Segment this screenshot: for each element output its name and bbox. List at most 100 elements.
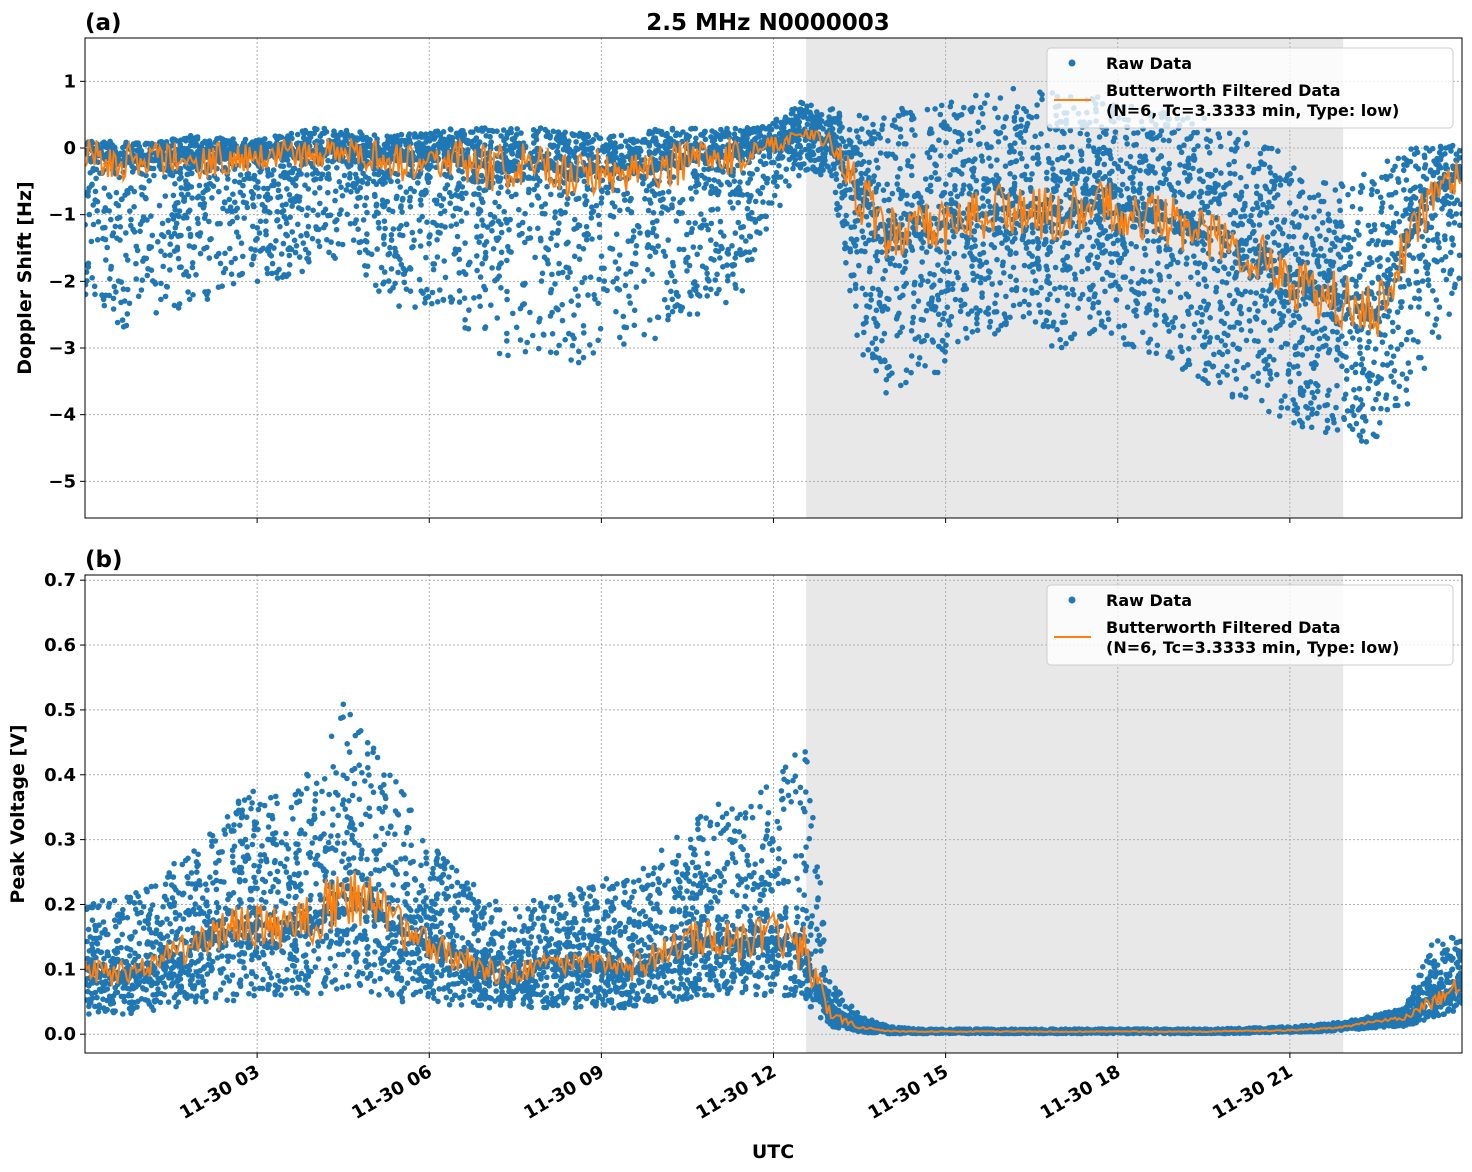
- raw-data-point: [623, 324, 630, 331]
- raw-data-point: [704, 293, 710, 299]
- raw-data-point: [754, 229, 760, 235]
- raw-data-point: [1122, 341, 1128, 348]
- raw-data-point: [178, 185, 184, 191]
- raw-data-point: [477, 303, 484, 310]
- raw-data-point: [1443, 276, 1450, 283]
- raw-data-point: [1356, 251, 1362, 257]
- raw-data-point: [971, 228, 977, 235]
- raw-data-point: [412, 304, 418, 310]
- raw-data-point: [303, 212, 310, 219]
- raw-data-point: [1023, 245, 1030, 251]
- raw-data-point: [1271, 229, 1277, 235]
- raw-data-point: [394, 178, 401, 185]
- raw-data-point: [623, 271, 629, 277]
- raw-data-point: [1336, 266, 1343, 273]
- raw-data-point: [1278, 344, 1285, 351]
- raw-data-point: [118, 196, 125, 203]
- raw-data-point: [576, 243, 582, 250]
- raw-data-point: [228, 271, 235, 278]
- raw-data-point: [1427, 168, 1434, 175]
- raw-data-point: [895, 141, 902, 147]
- raw-data-point: [979, 290, 985, 296]
- raw-data-point: [1118, 192, 1124, 199]
- raw-data-point: [582, 193, 588, 199]
- raw-data-point: [835, 212, 842, 218]
- raw-data-point: [1430, 288, 1436, 294]
- raw-data-point: [332, 188, 339, 194]
- raw-data-point: [589, 236, 595, 242]
- raw-data-point: [328, 239, 334, 245]
- raw-data-point: [886, 196, 892, 203]
- raw-data-point: [1231, 367, 1238, 374]
- raw-data-point: [617, 207, 623, 214]
- raw-data-point: [665, 316, 671, 323]
- raw-data-point: [843, 212, 849, 219]
- raw-data-point: [1252, 237, 1259, 244]
- raw-data-point: [1341, 264, 1347, 271]
- raw-data-point: [1010, 264, 1017, 271]
- raw-data-point: [186, 243, 193, 249]
- raw-data-point: [1206, 339, 1213, 345]
- raw-data-point: [206, 218, 212, 225]
- raw-data-point: [976, 258, 983, 264]
- raw-data-point: [617, 334, 623, 341]
- raw-data-point: [1228, 146, 1235, 153]
- raw-data-point: [1421, 152, 1428, 159]
- raw-data-point: [1215, 372, 1222, 379]
- raw-data-point: [708, 190, 714, 197]
- raw-data-point: [1343, 340, 1349, 347]
- raw-data-point: [336, 179, 343, 185]
- raw-data-point: [1110, 240, 1117, 247]
- raw-data-point: [117, 224, 124, 230]
- raw-data-point: [935, 262, 941, 268]
- raw-data-point: [1416, 287, 1422, 294]
- raw-data-point: [839, 195, 845, 201]
- raw-data-point: [1227, 211, 1233, 218]
- raw-data-point: [857, 139, 863, 145]
- raw-data-point: [931, 282, 937, 288]
- raw-data-point: [392, 280, 398, 287]
- raw-data-point: [754, 166, 760, 173]
- raw-data-point: [947, 322, 953, 328]
- raw-data-point: [1212, 167, 1219, 174]
- raw-data-point: [903, 259, 909, 265]
- raw-data-point: [575, 302, 582, 309]
- raw-data-point: [1432, 322, 1438, 328]
- raw-data-point: [530, 332, 536, 339]
- raw-data-point: [1315, 192, 1322, 198]
- raw-data-point: [1029, 144, 1036, 151]
- raw-data-point: [672, 278, 678, 285]
- raw-data-point: [477, 274, 484, 280]
- raw-data-point: [339, 193, 346, 199]
- raw-data-point: [292, 249, 299, 256]
- raw-data-point: [504, 288, 510, 295]
- raw-data-point: [1175, 180, 1182, 186]
- raw-data-point: [583, 236, 590, 243]
- raw-data-point: [1128, 279, 1134, 285]
- raw-data-point: [536, 345, 542, 352]
- raw-data-point: [881, 197, 888, 204]
- raw-data-point: [126, 300, 133, 307]
- raw-data-point: [627, 268, 634, 275]
- raw-data-point: [778, 119, 784, 126]
- raw-data-point: [669, 202, 675, 208]
- raw-data-point: [860, 234, 867, 241]
- raw-data-point: [459, 195, 466, 202]
- raw-data-point: [881, 303, 888, 310]
- raw-data-point: [1425, 282, 1432, 289]
- raw-data-point: [545, 246, 552, 253]
- raw-data-point: [85, 291, 89, 298]
- raw-data-point: [1034, 102, 1040, 108]
- raw-data-point: [1035, 239, 1042, 246]
- raw-data-point: [1226, 292, 1233, 299]
- raw-data-point: [969, 329, 976, 335]
- raw-data-point: [1013, 250, 1019, 256]
- raw-data-point: [517, 305, 524, 312]
- raw-data-point: [1069, 286, 1076, 293]
- raw-data-point: [1266, 288, 1272, 294]
- raw-data-point: [665, 207, 671, 213]
- raw-data-point: [632, 138, 638, 145]
- raw-data-point: [1344, 367, 1350, 374]
- raw-data-point: [232, 207, 239, 214]
- raw-data-point: [1381, 312, 1387, 319]
